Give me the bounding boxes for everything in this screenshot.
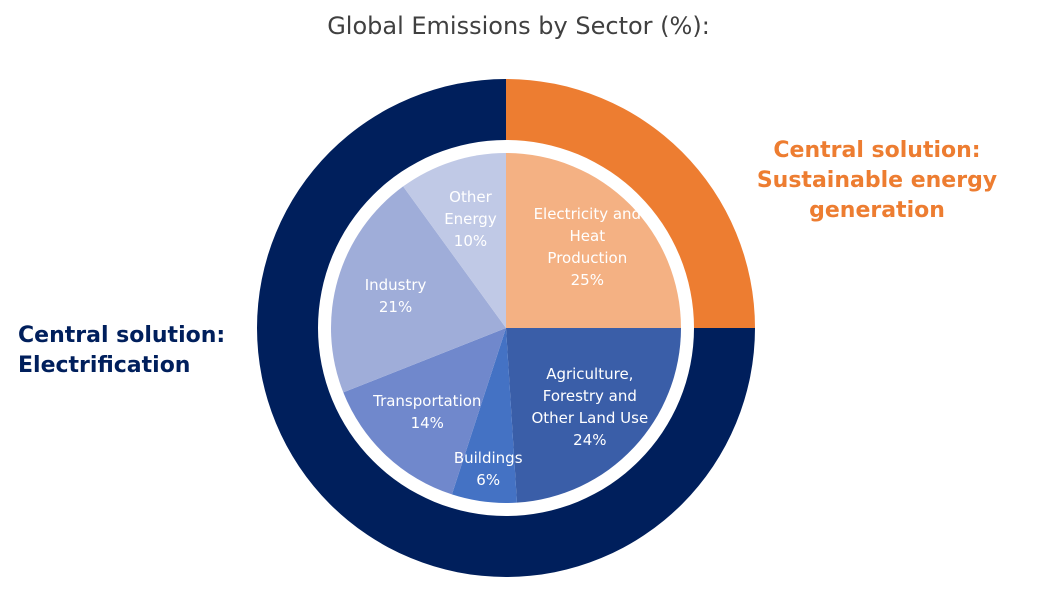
pie-slice [506, 328, 681, 503]
slice-category: Industry [364, 275, 427, 294]
ring-label: Central solution: Sustainable energy gen… [756, 138, 998, 223]
pie-slice [403, 153, 506, 328]
pie-slice [331, 186, 506, 393]
slice-value: 24% [573, 430, 607, 449]
ring-label: Central solution: Electrification [18, 323, 226, 378]
slice-category: Buildings [453, 448, 523, 467]
slice-category: Electricity and Heat Production [533, 204, 642, 267]
chart-title: Global Emissions by Sector (%): [327, 12, 710, 40]
slice-value: 21% [378, 297, 413, 316]
slice-label: Industry 21% [351, 274, 441, 318]
pie-slice [451, 328, 517, 503]
slice-value: 10% [453, 231, 488, 250]
slice-label: Buildings 6% [443, 447, 533, 491]
slice-label: Transportation 14% [362, 390, 492, 434]
slice-value: 6% [476, 470, 501, 489]
slice-value: 25% [570, 270, 604, 289]
pie-slice [506, 153, 681, 328]
ring-segment [506, 79, 755, 328]
slice-label: Agriculture, Forestry and Other Land Use… [530, 363, 650, 451]
slice-category: Other Energy [444, 187, 497, 228]
slice-value: 14% [410, 413, 444, 432]
pie-slice [343, 328, 506, 495]
slice-category: Agriculture, Forestry and Other Land Use [531, 364, 649, 427]
slice-label: Electricity and Heat Production 25% [527, 203, 647, 291]
slice-label: Other Energy 10% [430, 186, 510, 252]
slice-category: Transportation [373, 391, 482, 410]
